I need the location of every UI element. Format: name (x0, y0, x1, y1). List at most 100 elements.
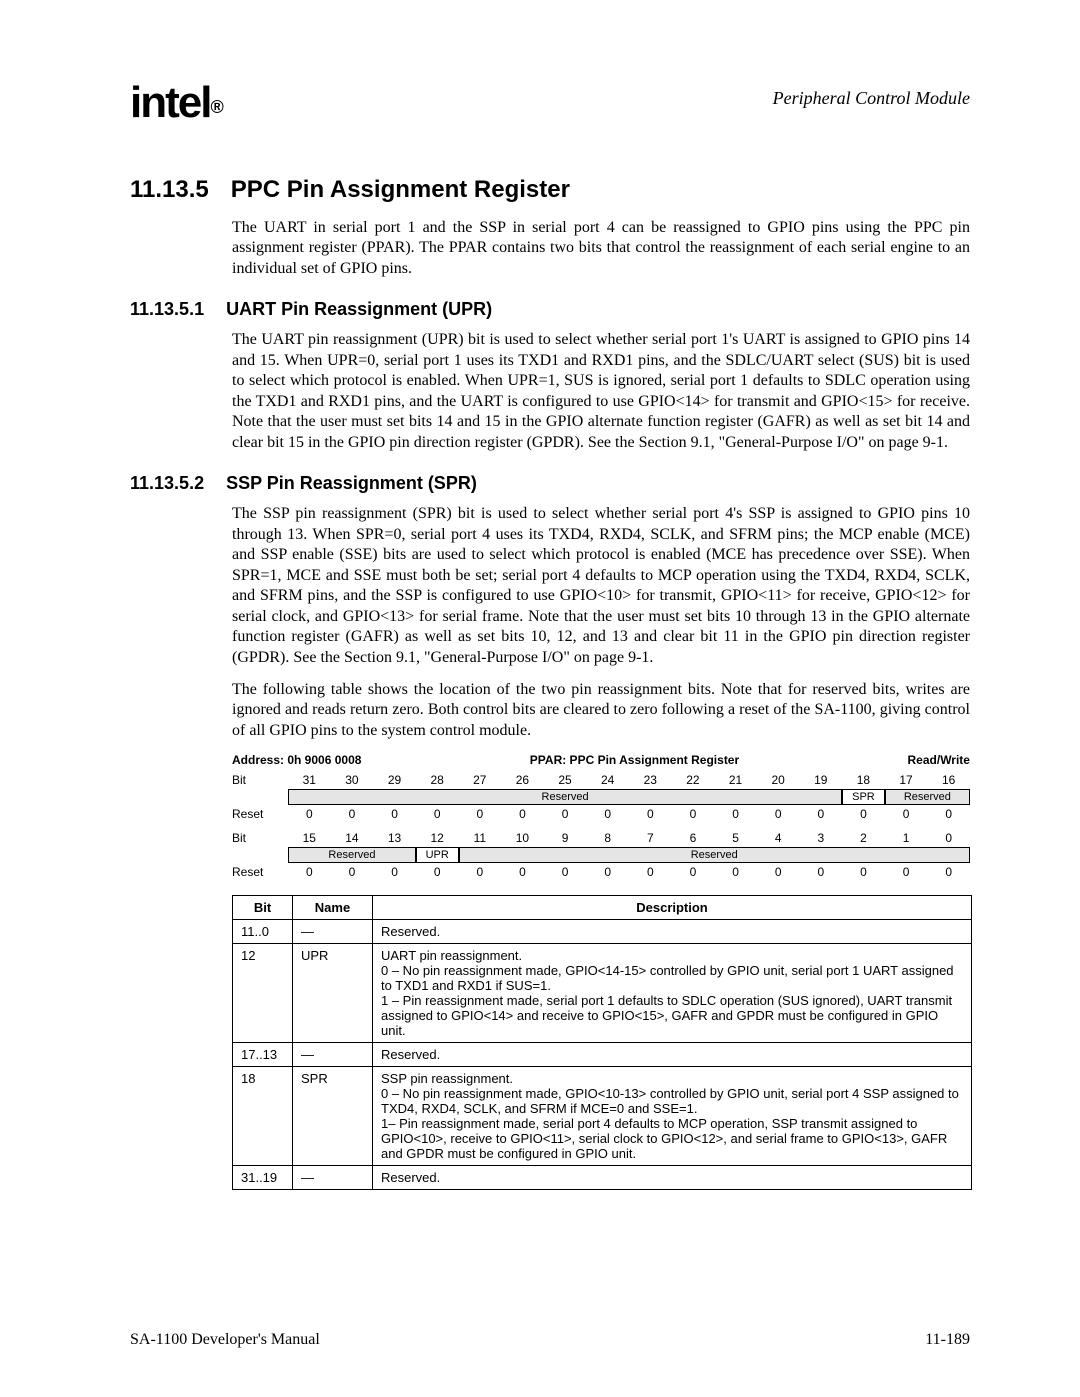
bit-num: 8 (586, 829, 629, 847)
reset-val: 0 (373, 863, 416, 881)
bit-num: 26 (501, 771, 544, 789)
subsection-number: 11.13.5.1 (130, 299, 204, 320)
reset-val: 0 (757, 805, 800, 823)
table-row: 31..19—Reserved. (233, 1166, 972, 1190)
reset-val: 0 (544, 863, 587, 881)
cell-desc: Reserved. (373, 1043, 972, 1067)
bit-num: 7 (629, 829, 672, 847)
bit-num: 6 (672, 829, 715, 847)
bit-label: Bit (232, 829, 288, 847)
footer-left: SA-1100 Developer's Manual (130, 1331, 320, 1349)
subsection-number: 11.13.5.2 (130, 473, 204, 494)
reset-val: 0 (331, 805, 374, 823)
cell-desc: Reserved. (373, 920, 972, 944)
reset-val: 0 (757, 863, 800, 881)
bit-num: 5 (714, 829, 757, 847)
bit-num: 25 (544, 771, 587, 789)
reset-val: 0 (629, 805, 672, 823)
sub1-para: The UART pin reassignment (UPR) bit is u… (232, 330, 970, 453)
reset-val: 0 (714, 863, 757, 881)
bit-num: 3 (800, 829, 843, 847)
cell-name: SPR (293, 1067, 373, 1166)
cell-name: UPR (293, 944, 373, 1043)
bit-num: 20 (757, 771, 800, 789)
bit-num: 19 (800, 771, 843, 789)
bit-num: 24 (586, 771, 629, 789)
bit-num: 13 (373, 829, 416, 847)
reset-val: 0 (885, 805, 928, 823)
bit-num: 31 (288, 771, 331, 789)
cell-bit: 17..13 (233, 1043, 293, 1067)
reset-label: Reset (232, 863, 288, 881)
bit-num: 1 (885, 829, 928, 847)
cell-desc: Reserved. (373, 1166, 972, 1190)
cell-desc: UART pin reassignment. 0 – No pin reassi… (373, 944, 972, 1043)
field-upr: UPR (416, 847, 459, 863)
table-row: 11..0—Reserved. (233, 920, 972, 944)
reset-val: 0 (800, 805, 843, 823)
register-diagram: Address: 0h 9006 0008 PPAR: PPC Pin Assi… (232, 753, 970, 881)
bit-num: 23 (629, 771, 672, 789)
cell-name: — (293, 1043, 373, 1067)
th-name: Name (293, 896, 373, 920)
reset-val: 0 (459, 863, 502, 881)
field-reserved: Reserved (288, 847, 416, 863)
logo-text: intel (130, 78, 210, 127)
reg-address: Address: 0h 9006 0008 (232, 753, 361, 767)
reset-val: 0 (288, 863, 331, 881)
sub2-para1: The SSP pin reassignment (SPR) bit is us… (232, 504, 970, 668)
table-row: 17..13—Reserved. (233, 1043, 972, 1067)
reset-val: 0 (672, 863, 715, 881)
bit-num: 30 (331, 771, 374, 789)
cell-bit: 18 (233, 1067, 293, 1166)
bit-num: 15 (288, 829, 331, 847)
subsection-title: UART Pin Reassignment (UPR) (226, 299, 492, 320)
bit-num: 9 (544, 829, 587, 847)
cell-bit: 12 (233, 944, 293, 1043)
section-number: 11.13.5 (130, 176, 209, 204)
bit-num: 0 (927, 829, 970, 847)
doc-title: Peripheral Control Module (773, 88, 970, 109)
field-spr: SPR (842, 789, 885, 805)
bit-num: 16 (927, 771, 970, 789)
reset-val: 0 (629, 863, 672, 881)
bit-description-table: Bit Name Description 11..0—Reserved.12UP… (232, 895, 972, 1190)
th-desc: Description (373, 896, 972, 920)
field-reserved: Reserved (885, 789, 970, 805)
cell-bit: 31..19 (233, 1166, 293, 1190)
bit-num: 10 (501, 829, 544, 847)
reset-val: 0 (842, 863, 885, 881)
bit-num: 21 (714, 771, 757, 789)
section-title: PPC Pin Assignment Register (231, 176, 570, 204)
bit-num: 11 (459, 829, 502, 847)
reset-val: 0 (672, 805, 715, 823)
reset-val: 0 (586, 805, 629, 823)
reset-val: 0 (927, 805, 970, 823)
reset-val: 0 (544, 805, 587, 823)
reset-val: 0 (416, 863, 459, 881)
th-bit: Bit (233, 896, 293, 920)
bit-num: 4 (757, 829, 800, 847)
logo-reg: ® (210, 97, 221, 117)
field-reserved: Reserved (288, 789, 842, 805)
intel-logo: intel® (130, 78, 222, 128)
reset-val: 0 (714, 805, 757, 823)
reset-val: 0 (373, 805, 416, 823)
reset-val: 0 (331, 863, 374, 881)
table-row: 18SPRSSP pin reassignment. 0 – No pin re… (233, 1067, 972, 1166)
reg-rw: Read/Write (908, 753, 970, 767)
reset-label: Reset (232, 805, 288, 823)
subsection-title: SSP Pin Reassignment (SPR) (226, 473, 477, 494)
reg-name: PPAR: PPC Pin Assignment Register (530, 753, 739, 767)
reset-val: 0 (416, 805, 459, 823)
bit-num: 22 (672, 771, 715, 789)
reset-val: 0 (885, 863, 928, 881)
reset-val: 0 (842, 805, 885, 823)
reset-val: 0 (800, 863, 843, 881)
bit-num: 14 (331, 829, 374, 847)
bit-num: 18 (842, 771, 885, 789)
bit-num: 12 (416, 829, 459, 847)
bit-num: 29 (373, 771, 416, 789)
bit-label: Bit (232, 771, 288, 789)
reset-val: 0 (586, 863, 629, 881)
